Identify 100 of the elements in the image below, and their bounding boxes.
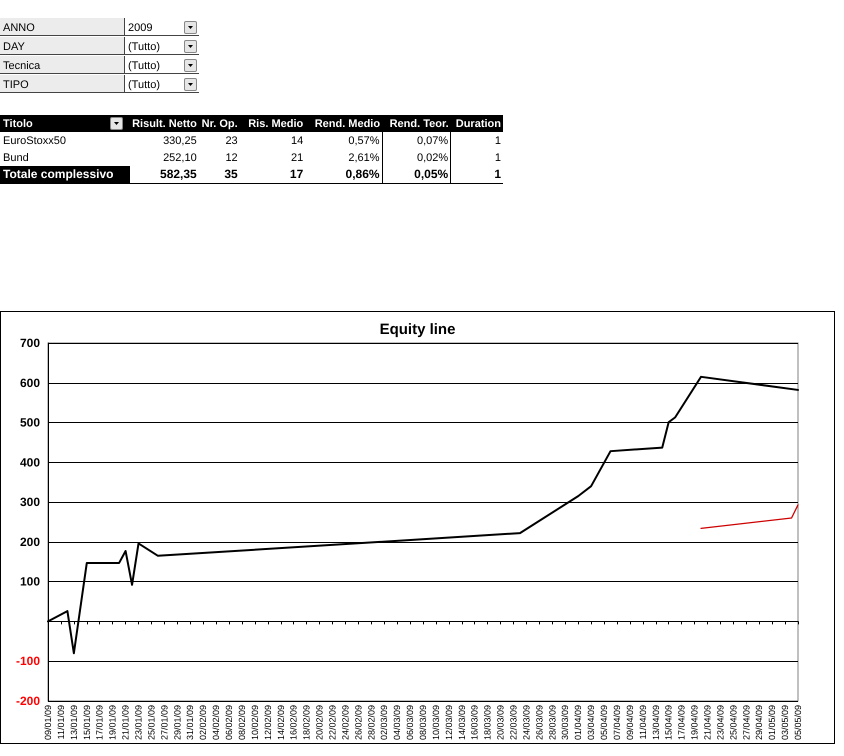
x-tick-label: 15/04/09 [664, 704, 674, 740]
text: 35 [198, 166, 240, 183]
text: Rend. Medio [305, 115, 382, 132]
y-tick-label: 400 [20, 455, 40, 470]
x-tick-label: 11/01/09 [56, 704, 66, 740]
x-tick-label: 13/01/09 [68, 704, 79, 740]
y-tick-label: 200 [20, 534, 40, 549]
x-tick-label: 14/03/09 [456, 704, 467, 740]
text: (Tutto) [125, 75, 199, 93]
x-tick-label: 10/02/09 [250, 704, 260, 740]
text: Nr. Op. [198, 115, 240, 132]
x-tick-label: 21/04/09 [702, 704, 712, 740]
y-tick-label: -200 [16, 694, 40, 708]
text: EuroStoxx50 [2, 134, 67, 148]
x-tick-label: 13/04/09 [650, 704, 661, 740]
x-tick-label: 22/03/09 [508, 704, 519, 740]
x-tick-label: 21/01/09 [120, 704, 131, 740]
x-tick-label: 26/03/09 [534, 704, 544, 740]
x-tick-label: 23/01/09 [134, 704, 144, 740]
x-tick-label: 28/03/09 [547, 704, 558, 740]
x-tick-label: 06/03/09 [405, 704, 416, 740]
x-tick-label: 14/02/09 [276, 704, 286, 740]
y-tick-label: 600 [20, 376, 40, 390]
text: DAY [0, 37, 125, 55]
x-tick-label: 20/03/09 [496, 704, 506, 740]
x-tick-label: 25/01/09 [146, 704, 156, 740]
x-tick-label: 28/02/09 [366, 704, 376, 740]
x-tick-label: 18/03/09 [482, 704, 493, 740]
text: Tecnica [0, 56, 125, 74]
x-tick-label: 23/04/09 [715, 704, 726, 740]
x-tick-label: 03/05/09 [780, 704, 790, 740]
text: Totale complessivo [0, 166, 130, 183]
text: 1 [450, 132, 503, 149]
x-tick-label: 26/02/09 [353, 704, 364, 740]
x-tick-label: 19/01/09 [108, 704, 118, 740]
text: 0,02% [382, 149, 451, 166]
text: TIPO [0, 75, 125, 93]
text: 2,61% [347, 150, 381, 166]
x-tick-label: 07/04/09 [612, 704, 622, 740]
x-tick-label: 02/02/09 [198, 704, 208, 740]
text: 0,57% [347, 134, 381, 148]
x-tick-label: 18/02/09 [302, 704, 312, 740]
text: (Tutto) [125, 56, 199, 74]
x-tick-label: 31/01/09 [185, 704, 196, 740]
x-tick-label: 02/03/09 [379, 704, 390, 740]
x-tick-label: 11/04/09 [638, 704, 648, 740]
x-tick-label: 04/03/09 [392, 704, 402, 740]
x-tick-label: 17/01/09 [94, 704, 105, 740]
text: 330,25 [162, 134, 198, 148]
y-tick-label: 300 [20, 495, 40, 510]
x-tick-label: 30/03/09 [560, 704, 570, 740]
text: 252,10 [162, 150, 198, 166]
x-tick-label: 27/04/09 [741, 704, 752, 740]
y-tick-label: -100 [16, 654, 40, 668]
chart-title: Equity line [380, 321, 456, 338]
x-tick-label: 22/02/09 [327, 704, 338, 740]
text: 0,05% [382, 166, 451, 183]
text: 0,86% [305, 166, 382, 183]
text: 23 [224, 134, 239, 148]
x-tick-label: 24/03/09 [521, 704, 532, 740]
x-tick-label: 10/03/09 [430, 704, 441, 740]
text: Ris. Medio [240, 115, 306, 132]
x-tick-label: 01/05/09 [767, 704, 778, 740]
x-tick-label: 12/03/09 [444, 704, 454, 740]
text: 582,35 [130, 166, 199, 183]
text: Duration [450, 115, 503, 132]
x-tick-label: 08/03/09 [418, 704, 428, 740]
text: 0,07% [382, 132, 451, 149]
text: 2009 [125, 18, 199, 36]
x-tick-label: 29/04/09 [754, 704, 764, 740]
x-tick-label: 24/02/09 [340, 704, 350, 740]
y-tick-label: 700 [20, 336, 40, 350]
y-tick-label: 100 [20, 574, 40, 589]
x-tick-label: 03/04/09 [586, 704, 596, 740]
x-tick-label: 29/01/09 [172, 704, 182, 740]
x-tick-label: 09/04/09 [624, 704, 635, 740]
x-tick-label: 06/02/09 [224, 704, 234, 740]
x-tick-label: 17/04/09 [676, 704, 687, 740]
x-tick-label: 08/02/09 [236, 704, 247, 740]
x-tick-label: 12/02/09 [262, 704, 273, 740]
x-tick-label: 09/01/09 [43, 704, 53, 740]
text: 12 [224, 150, 239, 166]
x-tick-label: 05/04/09 [599, 704, 610, 740]
text: 1 [450, 149, 503, 166]
y-tick-label: 500 [20, 416, 40, 430]
x-tick-label: 16/03/09 [470, 704, 480, 740]
text: 1 [450, 166, 503, 183]
x-tick-label: 04/02/09 [211, 704, 222, 740]
x-tick-label: 16/02/09 [288, 704, 299, 740]
x-tick-label: 27/01/09 [159, 704, 170, 740]
text: Titolo [0, 115, 130, 132]
text: Risult. Netto [130, 115, 199, 132]
x-tick-label: 15/01/09 [82, 704, 92, 740]
text: 21 [290, 150, 304, 166]
x-tick-label: 05/05/09 [793, 704, 803, 740]
x-tick-label: 25/04/09 [728, 704, 738, 740]
x-tick-label: 01/04/09 [573, 704, 584, 740]
text: (Tutto) [125, 37, 199, 55]
x-tick-label: 20/02/09 [314, 704, 325, 740]
text: Rend. Teor. [382, 115, 451, 132]
